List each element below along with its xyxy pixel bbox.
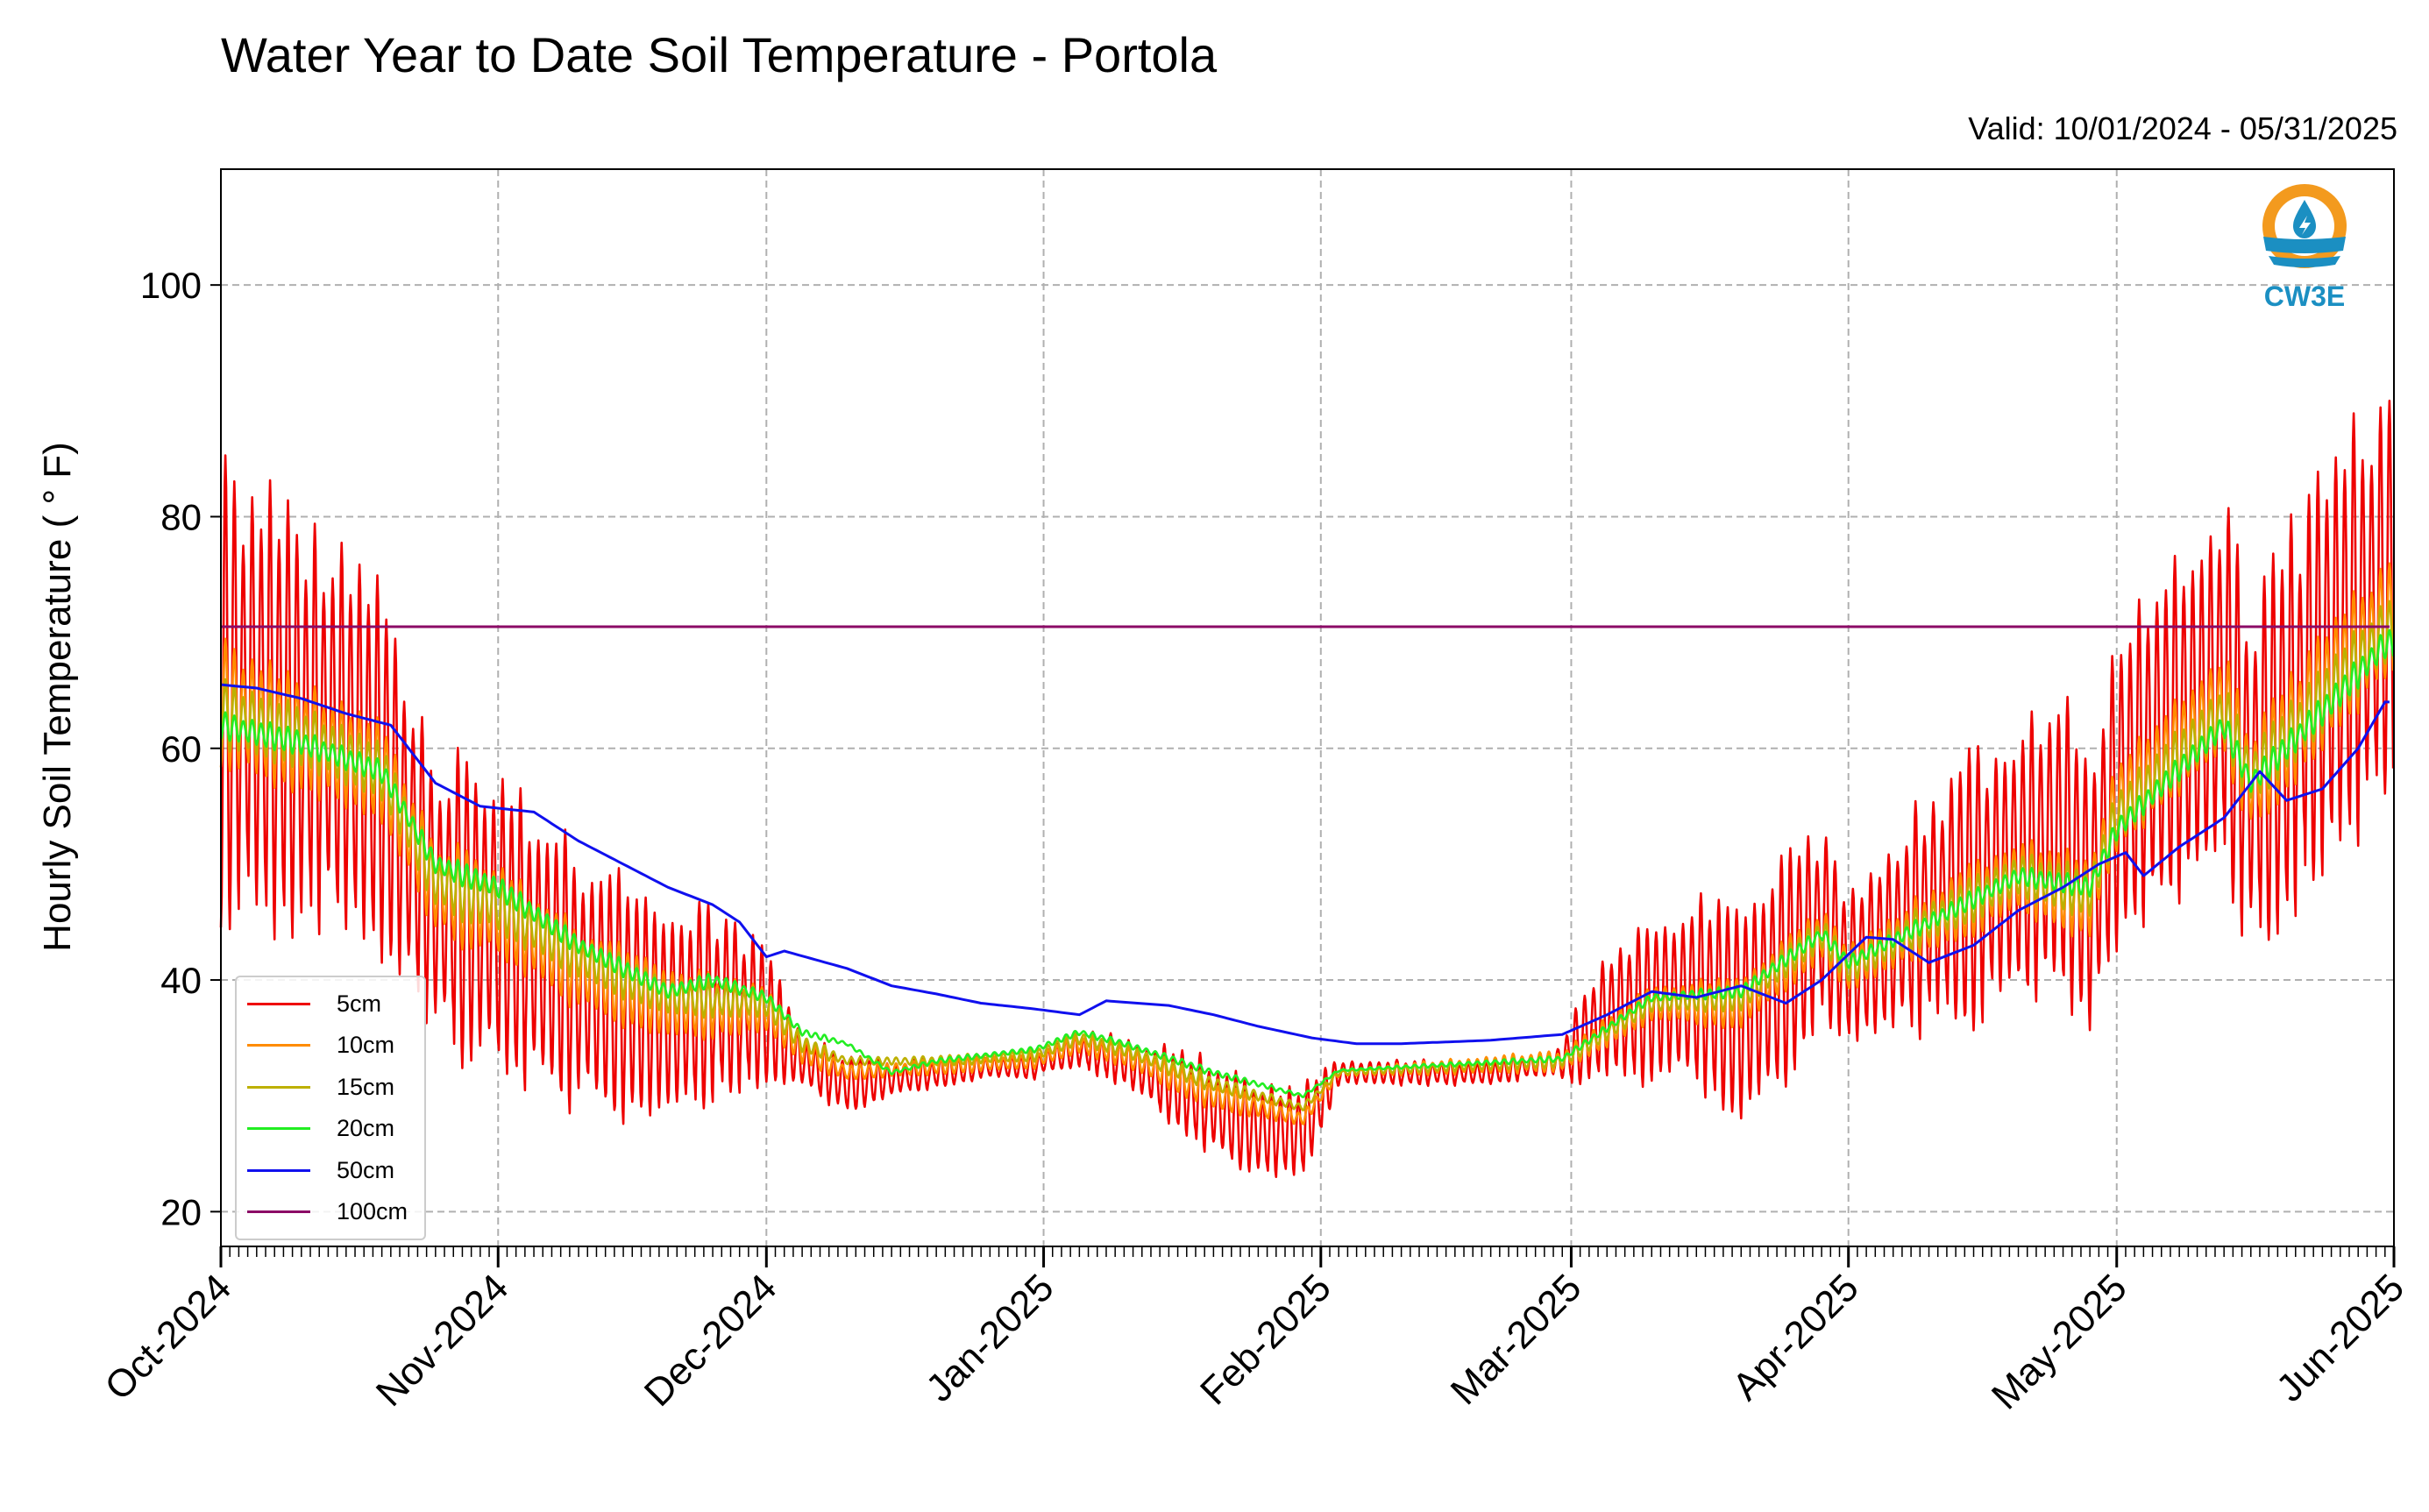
legend-swatch (247, 1210, 310, 1213)
x-tick-label: May-2025 (1984, 1266, 2135, 1417)
series-lines (219, 399, 2395, 1178)
legend-item: 50cm (247, 1153, 394, 1188)
legend-item: 10cm (247, 1028, 394, 1063)
legend-swatch (247, 1127, 310, 1130)
series-line-50cm (220, 683, 2390, 1046)
chart-title: Water Year to Date Soil Temperature - Po… (221, 27, 1218, 82)
plot-frame (220, 168, 2395, 1247)
legend-item: 20cm (247, 1111, 394, 1146)
series-line-20cm (219, 628, 2395, 1098)
legend-swatch (247, 1085, 310, 1089)
cw3e-logo-icon (2262, 184, 2347, 268)
y-tick-label: 40 (160, 960, 202, 1001)
legend-swatch (247, 1044, 310, 1047)
y-tick-label: 80 (160, 496, 202, 537)
legend-item: 15cm (247, 1069, 394, 1104)
x-tick-label: Nov-2024 (368, 1266, 517, 1415)
legend-swatch (247, 1002, 310, 1005)
x-tick-label: Dec-2024 (636, 1266, 785, 1415)
y-tick-label: 100 (140, 265, 202, 306)
cw3e-logo: CW3E (2256, 181, 2353, 321)
x-tick-label: Apr-2025 (1724, 1266, 1867, 1409)
legend-swatch (247, 1168, 310, 1172)
x-tick-label: Oct-2024 (96, 1266, 239, 1409)
legend-label: 5cm (337, 990, 382, 1017)
legend-label: 15cm (337, 1073, 395, 1100)
legend-label: 50cm (337, 1156, 395, 1183)
valid-range-subtitle: Valid: 10/01/2024 - 05/31/2025 (1968, 110, 2397, 146)
y-tick-label: 20 (160, 1191, 202, 1232)
x-tick-label: Feb-2025 (1192, 1266, 1339, 1413)
legend-label: 10cm (337, 1032, 395, 1058)
legend: 5cm 10cm 15cm 20cm 50cm 100cm (235, 976, 426, 1240)
series-line-5cm (219, 399, 2395, 1178)
legend-item: 100cm (247, 1195, 408, 1230)
y-axis-label: Hourly Soil Temperature ( ° F) (36, 442, 79, 952)
x-tick-label: Mar-2025 (1443, 1266, 1590, 1413)
logo-text: CW3E (2263, 280, 2346, 312)
legend-label: 100cm (337, 1198, 408, 1225)
y-tick-label: 60 (160, 728, 202, 770)
legend-label: 20cm (337, 1115, 395, 1141)
x-tick-label: Jun-2025 (2269, 1266, 2412, 1409)
legend-item: 5cm (247, 986, 381, 1021)
x-tick-label: Jan-2025 (918, 1266, 1062, 1409)
